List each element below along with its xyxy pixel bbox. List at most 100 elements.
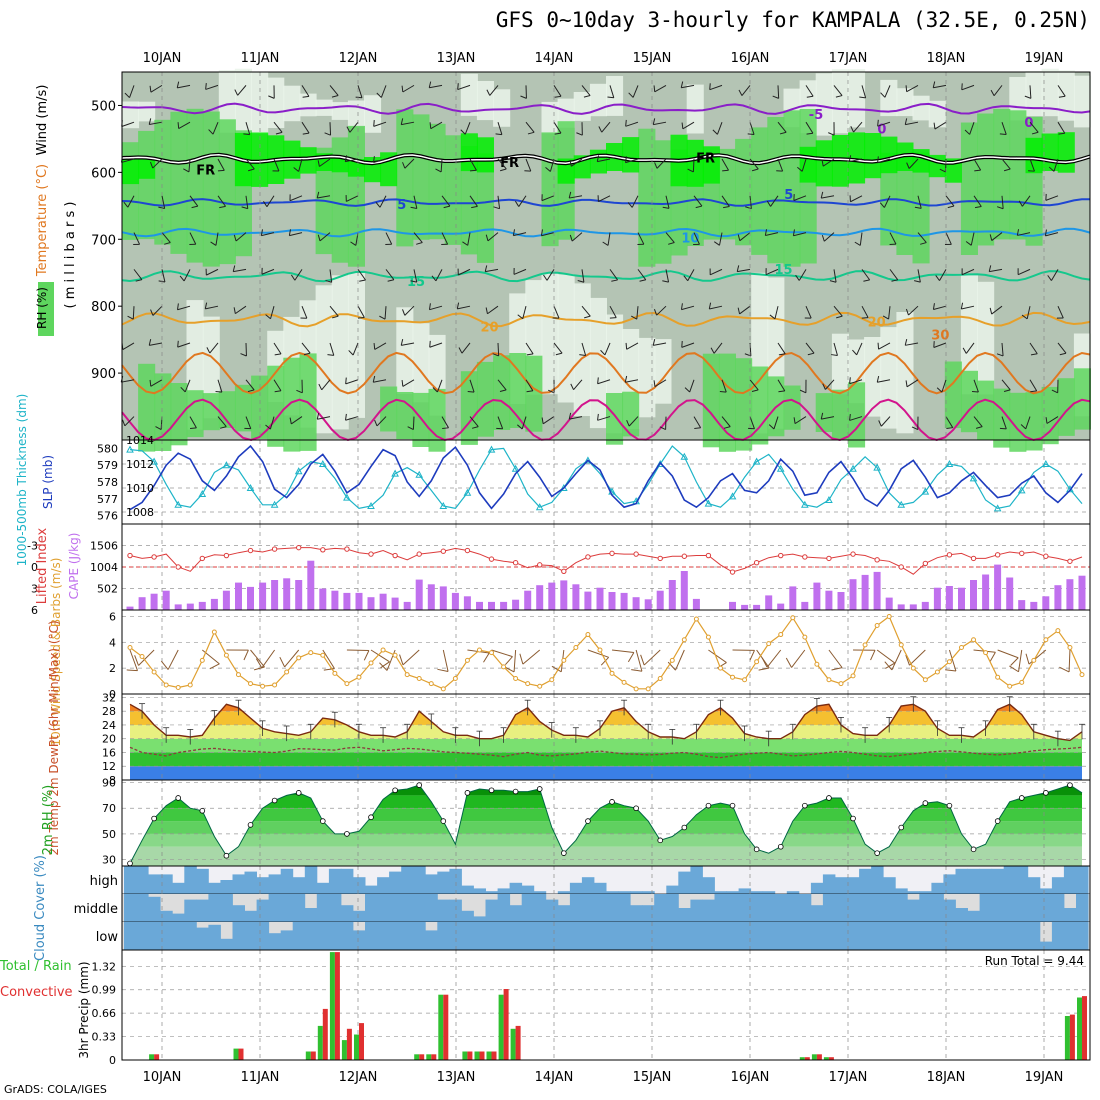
rh-contour-fill — [993, 388, 1011, 448]
barb-flag — [695, 205, 703, 209]
lifted-index-marker — [1067, 558, 1073, 564]
barb-flag — [123, 201, 129, 208]
barb-staff — [513, 268, 527, 275]
cloud-bar — [172, 922, 185, 950]
cloud-bar — [606, 922, 619, 950]
barb-flag — [317, 234, 321, 242]
upper-wind-barb — [737, 305, 751, 315]
cloud-bar — [847, 877, 860, 894]
barb-staff — [569, 416, 583, 420]
isotherm-line — [121, 198, 1090, 207]
upper-wind-barb — [821, 158, 835, 167]
upper-wind-barb — [1020, 416, 1031, 430]
barb-staff — [1001, 416, 1007, 430]
cloud-bar — [304, 866, 318, 894]
cloud-bar — [654, 922, 667, 950]
rh-axis-label: RH (%) — [35, 287, 49, 329]
upper-wind-barb — [327, 342, 335, 356]
rh-contour-fill — [573, 283, 591, 416]
rh-contour-fill — [702, 353, 720, 448]
pressure-tick-label: 700 — [91, 233, 116, 248]
barb-staff — [518, 195, 527, 207]
cloud-bar — [232, 922, 245, 950]
barb-flag — [831, 667, 843, 671]
barb-staff — [319, 232, 331, 242]
upper-wind-barb — [719, 379, 727, 393]
date-label-bottom: 12JAN — [339, 1070, 378, 1085]
upper-wind-barb — [133, 269, 143, 282]
upper-wind-barb — [123, 195, 135, 208]
wind10-marker — [778, 632, 784, 638]
cloud-bar — [630, 891, 643, 894]
barb-staff — [345, 416, 359, 421]
isotherm-line — [121, 398, 1091, 442]
cape-bar — [1066, 579, 1074, 610]
barb-flag — [289, 194, 291, 201]
upper-wind-barb — [654, 158, 667, 169]
upper-wind-barb — [745, 195, 752, 210]
cloud-bar — [413, 922, 426, 950]
cloud-bar — [762, 891, 776, 894]
barb-staff — [1057, 85, 1066, 97]
thickness-marker — [439, 501, 448, 509]
barb-flag — [1003, 168, 1011, 172]
barb-flag — [318, 383, 323, 391]
upper-wind-barb — [245, 158, 255, 172]
wind10-barb — [905, 649, 926, 666]
isotherm-line — [121, 270, 1091, 283]
barb-flag — [458, 347, 463, 354]
cloud-bar — [907, 899, 920, 922]
barb-staff — [604, 342, 611, 356]
upper-wind-barb — [936, 379, 947, 393]
upper-wind-barb — [325, 269, 333, 283]
cloud-bar — [497, 922, 511, 950]
barb-flag — [723, 205, 730, 209]
barb-staff — [749, 379, 759, 391]
upper-wind-barb — [210, 232, 219, 246]
cloud-bar — [810, 922, 824, 950]
cloud-bar — [437, 899, 450, 922]
cloud-bar — [220, 894, 233, 922]
cape-bar — [1042, 596, 1050, 610]
cloud-bar — [485, 922, 498, 950]
barb-flag — [519, 653, 524, 665]
barb-staff — [777, 342, 786, 355]
lifted-index-marker — [512, 560, 519, 566]
cloud-bar — [521, 922, 535, 950]
barb-flag — [471, 205, 478, 209]
barb-staff — [973, 379, 979, 393]
rh2m-marker — [753, 846, 760, 853]
barb-flag — [303, 352, 311, 356]
lifted-index-marker — [1043, 553, 1049, 559]
upper-wind-barb — [485, 305, 499, 315]
barb-flag — [627, 652, 635, 663]
cloud-layer-label: low — [96, 930, 119, 945]
upper-wind-barb — [272, 158, 280, 172]
cloud-bar — [835, 894, 848, 922]
barb-staff — [497, 416, 504, 429]
barb-staff — [721, 416, 731, 427]
barb-flag — [345, 377, 347, 384]
rh2m-marker — [922, 800, 929, 806]
date-label-bottom: 15JAN — [633, 1070, 672, 1085]
rh-contour-fill — [283, 357, 301, 452]
barb-staff — [329, 269, 333, 283]
barb-flag — [514, 200, 520, 207]
barb-flag — [164, 242, 171, 245]
barb-staff — [777, 85, 780, 99]
upper-wind-barb — [849, 195, 863, 203]
cloud-bar — [461, 910, 474, 922]
cloud-bar — [967, 922, 980, 950]
barb-flag — [884, 661, 893, 671]
cloud-bar — [184, 899, 197, 922]
upper-wind-barb — [217, 195, 226, 209]
barb-flag — [215, 390, 222, 393]
cloud-bar — [208, 924, 221, 950]
lifted-index-marker — [175, 564, 181, 570]
upper-wind-barb — [1051, 379, 1059, 394]
upper-wind-barb — [877, 156, 891, 164]
barb-staff — [934, 121, 947, 130]
cloud-bar — [148, 922, 161, 950]
lifted-index-marker — [561, 568, 567, 574]
upper-wind-barb — [375, 195, 387, 208]
